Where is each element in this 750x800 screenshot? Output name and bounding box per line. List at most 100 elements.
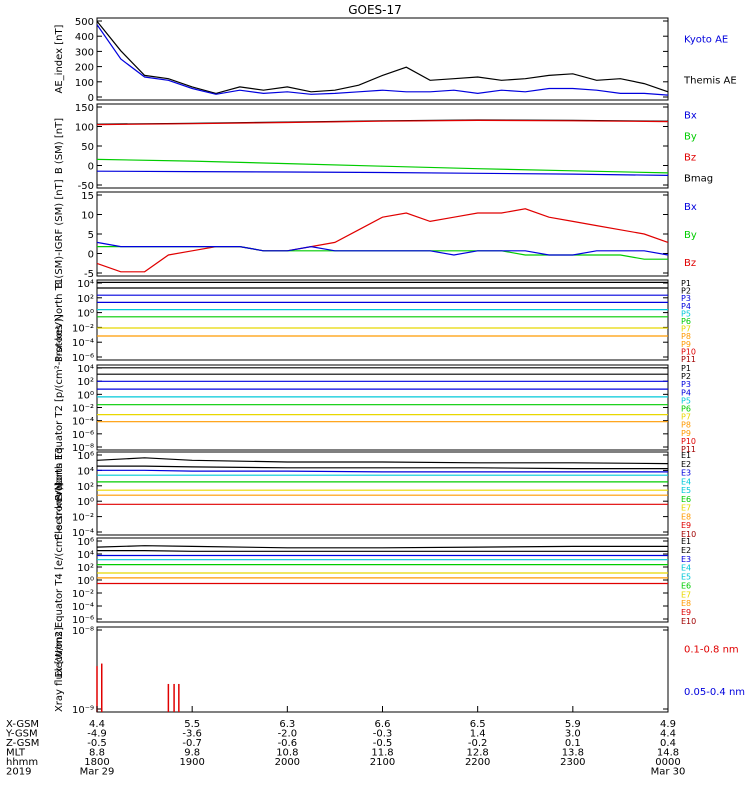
series-bx bbox=[96, 170, 669, 176]
legend-entry: E4 bbox=[681, 564, 691, 573]
panel-frame bbox=[96, 103, 669, 189]
x-row-value: 2100 bbox=[370, 757, 395, 768]
legend-entry: P9 bbox=[681, 429, 691, 438]
y-tick-label: 10⁻⁴ bbox=[72, 338, 94, 349]
legend-entry: P8 bbox=[681, 332, 691, 341]
series-by bbox=[96, 158, 669, 174]
x-row-value: 8.8 bbox=[89, 748, 105, 759]
x-row-value: -0.5 bbox=[373, 738, 393, 749]
y-axis-label: Electrons North T3 bbox=[54, 447, 65, 540]
legend-entry: P1 bbox=[681, 279, 691, 288]
y-tick-label: 10⁻⁶ bbox=[72, 615, 94, 626]
x-row-value: 5.5 bbox=[184, 719, 200, 730]
y-tick-label: 0 bbox=[88, 162, 94, 173]
y-tick-label: 10⁴ bbox=[77, 466, 94, 477]
x-row-label: MLT bbox=[6, 748, 26, 759]
y-tick-label: 100 bbox=[75, 123, 94, 134]
series-e1 bbox=[96, 457, 669, 465]
legend-entry: E3 bbox=[681, 555, 691, 564]
y-tick-label: 10⁰ bbox=[77, 497, 94, 508]
y-tick-label: 10⁻⁹ bbox=[72, 705, 94, 716]
panel-frame bbox=[96, 626, 669, 713]
legend-entry: P11 bbox=[681, 445, 696, 454]
panel-8: 10⁻⁸ 10⁻⁹ Xray flux [W/m2] 0.1-0.8 nm 0.05-0… bbox=[54, 626, 745, 716]
y-tick-label: 10⁻⁸ bbox=[72, 443, 94, 454]
legend-entry: E5 bbox=[681, 573, 691, 582]
legend-entry: Kyoto AE bbox=[684, 35, 728, 46]
start-date: Mar 29 bbox=[80, 767, 115, 778]
x-row-value: 11.8 bbox=[371, 748, 393, 759]
y-tick-label: 10⁰ bbox=[77, 309, 94, 320]
legend-entry: E6 bbox=[681, 581, 691, 590]
y-tick-label: 10⁻⁴ bbox=[72, 417, 94, 428]
y-axis-label: Protons Equator T2 [p/(cm²-s-sr-keV)] bbox=[54, 314, 65, 501]
series-kyoto-ae bbox=[96, 24, 669, 96]
x-row-label: Y-GSM bbox=[5, 729, 38, 740]
x-row-value: 2200 bbox=[465, 757, 490, 768]
legend-entry: Themis AE bbox=[683, 76, 737, 87]
panel-frame bbox=[96, 17, 669, 101]
plot-title: GOES-17 bbox=[348, 3, 402, 17]
legend-entry: E1 bbox=[681, 537, 691, 546]
x-row-value: -0.3 bbox=[373, 729, 393, 740]
panel-frame bbox=[96, 451, 669, 536]
legend-entry: P3 bbox=[681, 380, 691, 389]
x-row-value: 14.8 bbox=[657, 748, 679, 759]
y-tick-label: 10⁶ bbox=[77, 451, 94, 462]
x-row-value: 6.5 bbox=[470, 719, 486, 730]
y-axis-label: Protons North T1 bbox=[54, 278, 65, 362]
x-row-value: 6.6 bbox=[375, 719, 391, 730]
x-row-value: 4.9 bbox=[660, 719, 676, 730]
x-row-value: 9.8 bbox=[184, 748, 200, 759]
y-tick-label: 10² bbox=[77, 294, 94, 305]
legend-entry: By bbox=[684, 132, 697, 143]
series-e3 bbox=[97, 469, 668, 473]
x-row-label: Z-GSM bbox=[6, 738, 39, 749]
y-tick-label: 10⁻² bbox=[72, 404, 94, 415]
x-row-value: 2300 bbox=[560, 757, 585, 768]
legend-entry: P5 bbox=[681, 309, 691, 318]
legend-entry: P1 bbox=[681, 364, 691, 373]
x-row-value: 6.3 bbox=[279, 719, 295, 730]
legend-entry: Bz bbox=[684, 258, 696, 269]
legend-entry: P7 bbox=[681, 325, 691, 334]
legend-entry: E8 bbox=[681, 599, 691, 608]
series-e1 bbox=[96, 545, 668, 549]
x-axis-block: X-GSM 4.4 5.5 6.3 6.6 6.5 5.9 4.9Y-GSM -4.9 -3.6-… bbox=[5, 706, 685, 778]
legend-entry: E4 bbox=[681, 477, 691, 486]
end-date: Mar 30 bbox=[651, 767, 686, 778]
x-row-value: -0.7 bbox=[182, 738, 202, 749]
legend-entry: P2 bbox=[681, 372, 691, 381]
y-tick-label: -5 bbox=[84, 269, 94, 280]
legend-entry: P10 bbox=[681, 347, 696, 356]
y-tick-label: 10⁻⁴ bbox=[72, 528, 94, 539]
y-axis-label: Xray flux [W/m2] bbox=[54, 627, 65, 712]
series-bx bbox=[96, 241, 669, 256]
y-tick-label: 10⁰ bbox=[77, 576, 94, 587]
x-row-value: -0.6 bbox=[278, 738, 298, 749]
x-row-value: 10.8 bbox=[276, 748, 298, 759]
y-tick-label: 10⁻⁸ bbox=[72, 626, 94, 637]
y-tick-label: 100 bbox=[75, 78, 94, 89]
year-label: 2019 bbox=[6, 767, 31, 778]
y-tick-label: 400 bbox=[75, 32, 94, 43]
legend-entry: E9 bbox=[681, 521, 691, 530]
legend-entry: P6 bbox=[681, 317, 691, 326]
x-row-value: 1800 bbox=[84, 757, 109, 768]
legend-entry: E5 bbox=[681, 486, 691, 495]
y-tick-label: 10⁻² bbox=[72, 513, 94, 524]
x-row-value: 0.4 bbox=[660, 738, 676, 749]
legend-entry: E10 bbox=[681, 530, 696, 539]
series-e2 bbox=[97, 549, 668, 552]
x-row-value: 1900 bbox=[179, 757, 204, 768]
x-row-value: 1.4 bbox=[470, 729, 486, 740]
x-row-value: 4.4 bbox=[660, 729, 676, 740]
x-row-value: 12.8 bbox=[467, 748, 489, 759]
y-tick-label: 10⁻⁶ bbox=[72, 353, 94, 364]
legend-entry: P11 bbox=[681, 355, 696, 364]
x-row-value: 13.8 bbox=[562, 748, 584, 759]
y-tick-label: 10⁴ bbox=[77, 364, 94, 375]
legend-entry: E2 bbox=[681, 460, 691, 469]
x-row-label: hhmm bbox=[6, 757, 38, 768]
y-tick-label: 10⁰ bbox=[77, 390, 94, 401]
